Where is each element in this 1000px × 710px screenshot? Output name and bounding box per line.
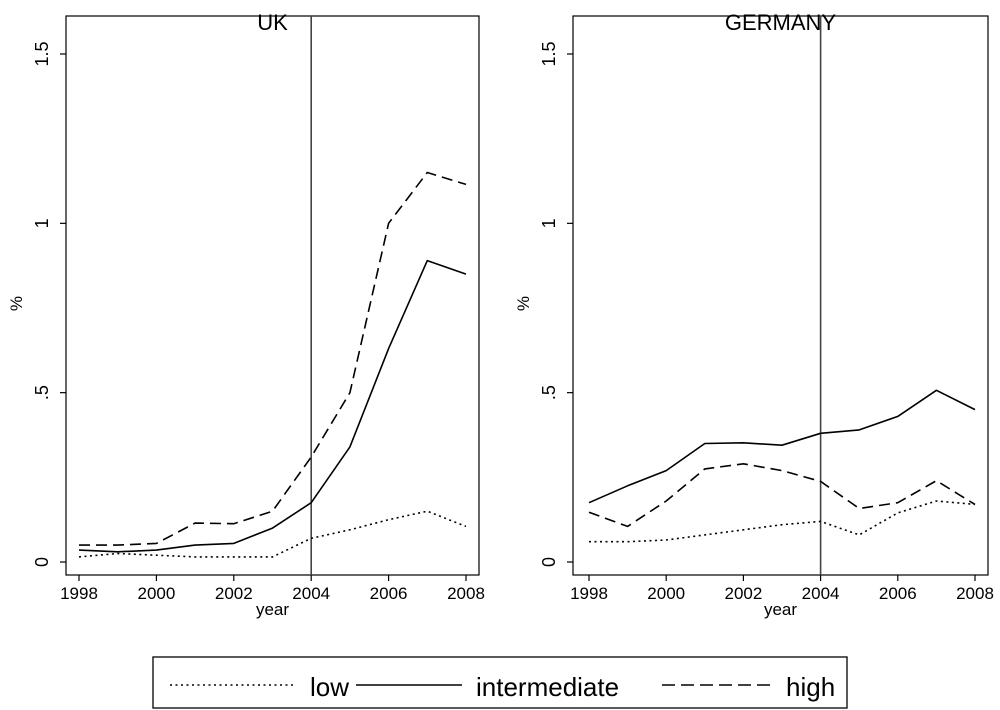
series-line-intermediate <box>588 389 976 504</box>
x-tick-label: 2006 <box>370 584 408 603</box>
panel-title: UK <box>257 10 288 35</box>
legend-label-low: low <box>310 672 349 702</box>
panel-germany: GERMANY 0 .5 1 1.5% 1998 2000 2002 2004 2006 2008 y… <box>514 10 994 619</box>
legend-label-intermediate: intermediate <box>476 672 619 702</box>
series-line-high <box>588 462 976 528</box>
series-line-high <box>79 171 467 546</box>
y-tick-label: 0 <box>539 557 559 567</box>
y-tick-label: 1.5 <box>32 41 52 66</box>
x-axis-label: year <box>256 600 289 619</box>
legend-label-high: high <box>786 672 835 702</box>
x-tick-label: 2000 <box>137 584 175 603</box>
x-tick-label: 2004 <box>802 584 840 603</box>
plot-frame <box>572 15 989 576</box>
x-tick-label: 2000 <box>647 584 685 603</box>
panel-uk: UK 0 .5 1 1.5% 1998 2000 2002 2004 2006 2008 year <box>7 10 485 619</box>
x-tick-label: 2004 <box>292 584 330 603</box>
legend-box <box>152 656 848 709</box>
y-tick-label: 1.5 <box>539 41 559 66</box>
y-tick-label: 1 <box>539 218 559 228</box>
plot-frame <box>65 15 480 576</box>
x-tick-label: 2002 <box>724 584 762 603</box>
y-axis-label: % <box>7 296 26 311</box>
y-tick-label: 1 <box>32 218 52 228</box>
series-line-low <box>78 510 467 558</box>
y-tick-label: 0 <box>32 557 52 567</box>
x-tick-label: 1998 <box>570 584 608 603</box>
x-tick-label: 2006 <box>879 584 917 603</box>
x-tick-label: 2008 <box>447 584 485 603</box>
x-axis-label: year <box>764 600 797 619</box>
y-axis-label: % <box>514 296 533 311</box>
y-tick-label: .5 <box>32 385 52 400</box>
series-line-low <box>589 500 976 543</box>
x-tick-label: 2002 <box>215 584 253 603</box>
series-line-intermediate <box>78 259 467 553</box>
panel-title: GERMANY <box>725 10 837 35</box>
legend: low intermediate high <box>152 656 848 709</box>
y-tick-label: .5 <box>539 385 559 400</box>
x-tick-label: 1998 <box>60 584 98 603</box>
x-tick-label: 2008 <box>956 584 994 603</box>
